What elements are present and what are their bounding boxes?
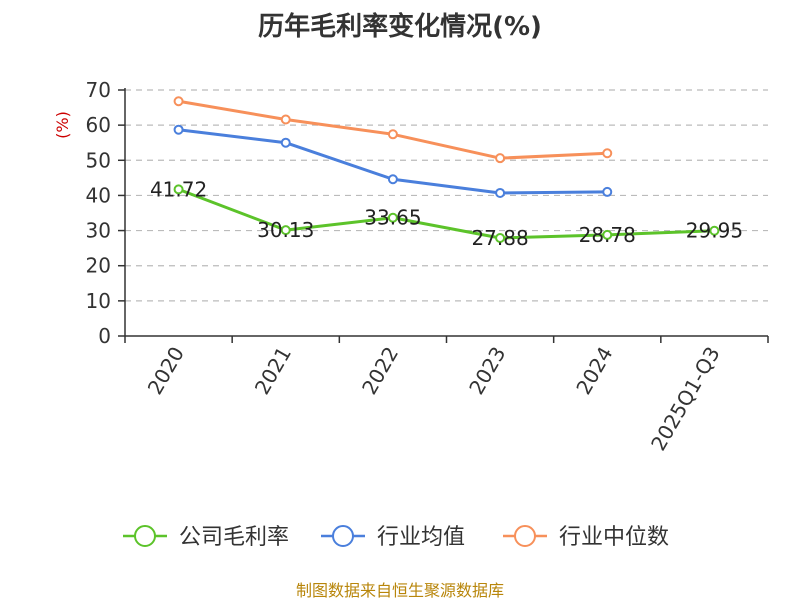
chart-title: 历年毛利率变化情况(%) [258,11,542,42]
data-point[interactable] [709,225,720,236]
data-label: 33.65 [364,206,421,230]
data-point[interactable] [280,225,291,236]
data-label: 28.78 [579,223,636,247]
y-tick-label: 30 [86,219,111,243]
data-point[interactable] [280,114,291,125]
data-point[interactable] [495,233,506,244]
data-label: 29.95 [686,219,743,243]
legend-label: 公司毛利率 [179,525,289,550]
legend-item-2[interactable]: 行业中位数 [503,525,669,550]
data-point[interactable] [602,229,613,240]
series-lines [173,96,720,244]
data-point[interactable] [495,153,506,164]
data-point[interactable] [602,186,613,197]
x-tick-label: 2025Q1-Q3 [646,343,725,455]
data-point[interactable] [387,212,398,223]
y-tick-label: 60 [86,113,111,137]
x-tick-label: 2023 [464,343,510,399]
data-point[interactable] [387,129,398,140]
axes: 0 10 20 30 40 50 60 70 2020 2021 2022 2023 2024 2025Q… [86,78,769,455]
x-tick-label: 2024 [571,343,617,399]
grid-lines [125,89,768,302]
data-point[interactable] [173,96,184,107]
data-labels: 41.72 30.13 33.65 27.88 28.78 29.95 [150,177,743,250]
x-tick-label: 2020 [143,343,189,399]
legend-label: 行业均值 [377,525,465,550]
y-tick-label: 20 [86,254,111,278]
legend-circle-icon [332,525,354,547]
data-point[interactable] [495,187,506,198]
legend[interactable]: 公司毛利率 行业均值 行业中位数 [123,525,669,550]
data-point[interactable] [602,148,613,159]
data-label: 27.88 [471,226,528,250]
y-tick-label: 50 [86,148,111,172]
data-point[interactable] [173,184,184,195]
legend-circle-icon [134,525,156,547]
legend-label: 行业中位数 [559,525,669,550]
y-axis-label: (%) [53,111,72,139]
data-point[interactable] [173,124,184,135]
data-point[interactable] [387,174,398,185]
data-label: 41.72 [150,177,207,201]
y-tick-label: 40 [86,183,111,207]
source-note: 制图数据来自恒生聚源数据库 [296,581,504,600]
series-line-0 [178,187,715,240]
data-point[interactable] [280,137,291,148]
y-tick-label: 10 [86,289,111,313]
legend-circle-icon [514,525,536,547]
x-tick-label: 2021 [250,343,296,399]
legend-item-1[interactable]: 行业均值 [321,525,465,550]
y-tick-label: 70 [86,78,111,102]
legend-item-0[interactable]: 公司毛利率 [123,525,289,550]
y-tick-label: 0 [98,324,111,348]
data-label: 30.13 [257,218,314,242]
x-tick-label: 2022 [357,343,403,399]
